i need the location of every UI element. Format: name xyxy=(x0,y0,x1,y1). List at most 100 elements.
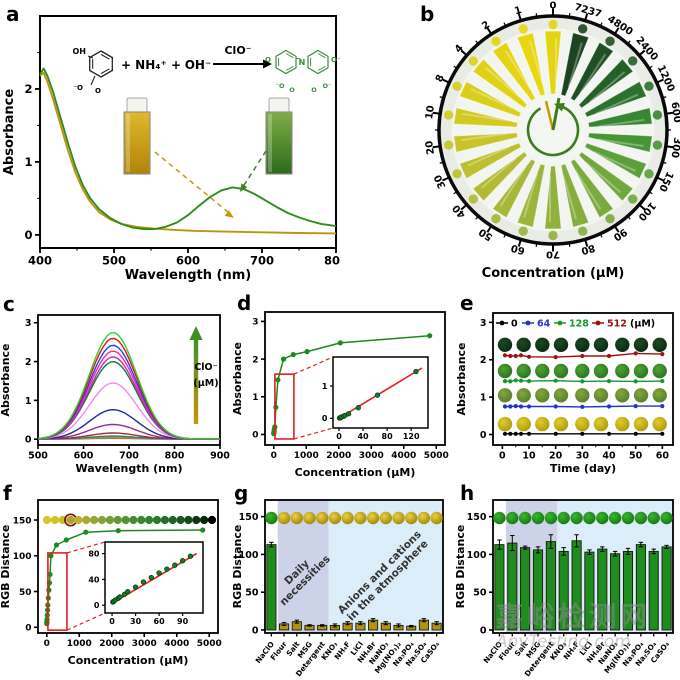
sample-dot-Na₂SO₄ xyxy=(417,511,431,525)
svg-text:80: 80 xyxy=(382,432,394,441)
tube-20 xyxy=(453,132,519,153)
sample-dot-Salt xyxy=(518,511,532,525)
svg-text:2: 2 xyxy=(480,355,487,366)
svg-text:30: 30 xyxy=(433,173,449,190)
sample-dot-NH₄Br xyxy=(366,511,380,525)
inset-points xyxy=(336,368,419,421)
x-axis: 0 40 80 120 xyxy=(336,428,420,441)
tube-150 xyxy=(584,142,648,180)
concentration-arrow-icon xyxy=(189,326,203,424)
svg-text:512: 512 xyxy=(607,318,627,329)
svg-text:100: 100 xyxy=(239,550,259,561)
svg-text:N: N xyxy=(299,58,306,67)
svg-text:Concentration (μM): Concentration (μM) xyxy=(295,466,416,479)
svg-text:64: 64 xyxy=(537,318,551,329)
svg-text:600: 600 xyxy=(669,101,680,123)
svg-text:50: 50 xyxy=(19,588,32,598)
panel-c-label: c xyxy=(3,292,15,316)
svg-text:100: 100 xyxy=(467,550,487,561)
svg-text:600: 600 xyxy=(176,254,200,268)
panel-g-label: g xyxy=(234,481,249,505)
panel-e: 0 10 20 30 40 50 60 0 1 2 3 0 64 128 512 (μM) Time (day)… xyxy=(455,290,680,480)
svg-text:ClO⁻: ClO⁻ xyxy=(194,362,217,373)
tube-40 xyxy=(472,151,528,202)
svg-text:1: 1 xyxy=(322,382,328,391)
svg-text:3: 3 xyxy=(252,318,258,328)
y-axis: 0 1 2 3 xyxy=(25,318,38,446)
svg-text:3: 3 xyxy=(25,318,32,329)
series-128 xyxy=(502,378,665,384)
svg-text:500: 500 xyxy=(102,254,126,268)
sample-dot-Mg(NO₃)₂ xyxy=(392,511,405,525)
tube-90 xyxy=(570,158,615,219)
svg-text:O⁻: O⁻ xyxy=(323,82,332,90)
bar-Salt xyxy=(520,547,531,631)
svg-text:3: 3 xyxy=(480,318,487,329)
panel-g: Dailynecessities Anions and cationsin the… xyxy=(232,480,455,680)
series-with-hypochlorite-green xyxy=(39,67,337,230)
svg-text:30: 30 xyxy=(130,617,142,626)
sample-dot-KNO₃ xyxy=(557,511,570,525)
x-axis: 0 10 20 30 40 50 60 xyxy=(499,445,669,462)
tube-4 xyxy=(472,58,528,109)
bar-Flour xyxy=(507,542,518,631)
series-reagent-blank-yellow xyxy=(39,71,337,235)
sample-dot-MSG xyxy=(303,511,316,525)
sample-dots xyxy=(493,511,673,525)
tube-wheel-photo: 0 723748002400120060030015010090807060504… xyxy=(424,1,680,281)
sample-dot-Mg(NO₃)₂ xyxy=(621,511,635,525)
bar-NaClO xyxy=(494,544,505,631)
svg-text:(μM): (μM) xyxy=(193,378,218,389)
svg-text:2: 2 xyxy=(25,357,32,368)
panel-a: 400500600700800012OH⁻OO+NH₄⁺+OH⁻ClO⁻NOO⁻… xyxy=(0,0,340,290)
svg-text:2: 2 xyxy=(252,355,258,365)
tube-300 xyxy=(587,132,653,153)
vial-photo-rows xyxy=(497,337,667,432)
green-cuvette xyxy=(265,97,293,175)
panel-h-label: h xyxy=(460,481,475,505)
svg-text:1: 1 xyxy=(252,393,258,403)
zoom-box xyxy=(274,373,295,440)
svg-text:Wavelength (nm): Wavelength (nm) xyxy=(76,462,183,475)
dial-ticks xyxy=(432,8,674,252)
svg-text:4000: 4000 xyxy=(164,639,189,649)
sample-dot-NaNO₃ xyxy=(608,511,622,525)
svg-text:0: 0 xyxy=(25,435,32,446)
x-category-labels: NaClOFlourSaltMSGDetergentKNO₃NH₄FLiClNH… xyxy=(481,633,671,678)
svg-text:RGB Distance: RGB Distance xyxy=(232,525,244,609)
svg-text:80: 80 xyxy=(580,242,596,256)
tube-30 xyxy=(458,142,522,180)
zoom-box xyxy=(47,552,68,631)
bar-Na₂SO₄ xyxy=(648,550,659,631)
svg-text:50: 50 xyxy=(473,588,487,599)
svg-text:5000: 5000 xyxy=(424,451,449,461)
svg-text:70: 70 xyxy=(546,248,560,259)
y-axis: 0 1 2 3 xyxy=(480,318,493,441)
sample-dot-MSG xyxy=(531,511,545,525)
interference-bar-chart: 0 50 100 150 NaClOFlourSaltMSGDetergentKNO₃N… xyxy=(455,499,674,678)
svg-text:NH₄⁺: NH₄⁺ xyxy=(135,58,167,72)
svg-text:0: 0 xyxy=(271,451,277,461)
svg-text:0: 0 xyxy=(44,639,50,649)
y-axis: 0 40 80 xyxy=(88,549,105,610)
y-axis: 0 1 2 xyxy=(24,51,40,242)
svg-text:10: 10 xyxy=(424,105,437,120)
sample-tubes xyxy=(453,30,653,230)
svg-text:RGB Distance: RGB Distance xyxy=(0,525,12,609)
tube-7237 xyxy=(560,32,590,97)
sample-dot-NH₄F xyxy=(341,511,354,525)
sample-dot-NH₄Br xyxy=(596,511,609,525)
sample-dot-Flour xyxy=(277,511,291,525)
svg-text:Concentration (μM): Concentration (μM) xyxy=(68,654,189,667)
bar-NH₄F xyxy=(571,540,582,631)
tube-10 xyxy=(453,107,519,128)
svg-text:0: 0 xyxy=(499,451,506,462)
x-axis: 0 30 60 90 xyxy=(109,613,189,626)
svg-text:2000: 2000 xyxy=(326,451,351,461)
sample-dot-NaClO xyxy=(493,511,506,525)
svg-text:30: 30 xyxy=(576,451,590,462)
svg-text:0: 0 xyxy=(336,432,342,441)
